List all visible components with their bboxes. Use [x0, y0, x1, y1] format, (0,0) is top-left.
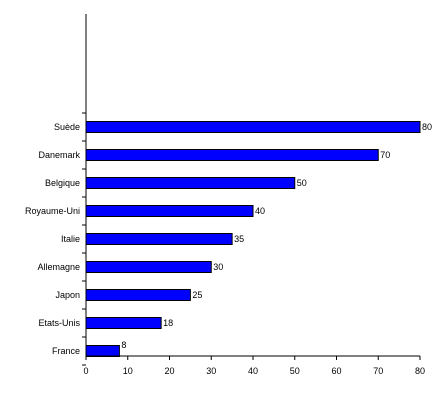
category-label-belgique: Belgique	[45, 178, 80, 188]
bar-france	[85, 345, 120, 357]
data-label-etats-unis: 18	[163, 318, 173, 328]
x-tick-label: 0	[83, 366, 88, 376]
category-label-italie: Italie	[61, 234, 80, 244]
bar-etats-unis	[85, 317, 162, 329]
x-tick-label: 60	[331, 366, 341, 376]
data-labels-group: 8 18 25 30 35 40 50 70 80	[121, 122, 432, 350]
data-label-royaume-uni: 40	[255, 206, 265, 216]
bar-danemark	[85, 149, 379, 161]
category-label-allemagne: Allemagne	[37, 262, 80, 272]
category-label-royaume-uni: Royaume-Uni	[25, 206, 80, 216]
bar-royaume-uni	[85, 205, 254, 217]
data-label-danemark: 70	[380, 150, 390, 160]
bar-suede	[85, 121, 421, 133]
category-label-suede: Suède	[54, 122, 80, 132]
x-tick-label: 30	[206, 366, 216, 376]
x-axis: 0 10 20 30 40 50 60 70 80	[83, 355, 425, 376]
bar-belgique	[85, 177, 296, 189]
data-label-suede: 80	[422, 122, 432, 132]
category-label-japon: Japon	[55, 290, 80, 300]
category-label-france: France	[52, 346, 80, 356]
data-label-allemagne: 30	[213, 262, 223, 272]
x-tick-label: 40	[248, 366, 258, 376]
bars-group	[85, 121, 421, 357]
category-label-etats-unis: Etats-Unis	[38, 318, 80, 328]
category-labels-group: France Etats-Unis Japon Allemagne Italie Roya…	[25, 122, 81, 356]
x-tick-label: 80	[415, 366, 425, 376]
data-label-france: 8	[121, 340, 126, 350]
data-label-japon: 25	[192, 290, 202, 300]
x-tick-label: 50	[290, 366, 300, 376]
category-label-danemark: Danemark	[38, 150, 80, 160]
x-tick-label: 10	[123, 366, 133, 376]
x-tick-label: 70	[373, 366, 383, 376]
data-label-belgique: 50	[297, 178, 307, 188]
data-label-italie: 35	[234, 234, 244, 244]
y-axis	[82, 14, 87, 366]
x-tick-label: 20	[164, 366, 174, 376]
bar-italie	[85, 233, 233, 245]
bar-allemagne	[85, 261, 212, 273]
bar-japon	[85, 289, 191, 301]
